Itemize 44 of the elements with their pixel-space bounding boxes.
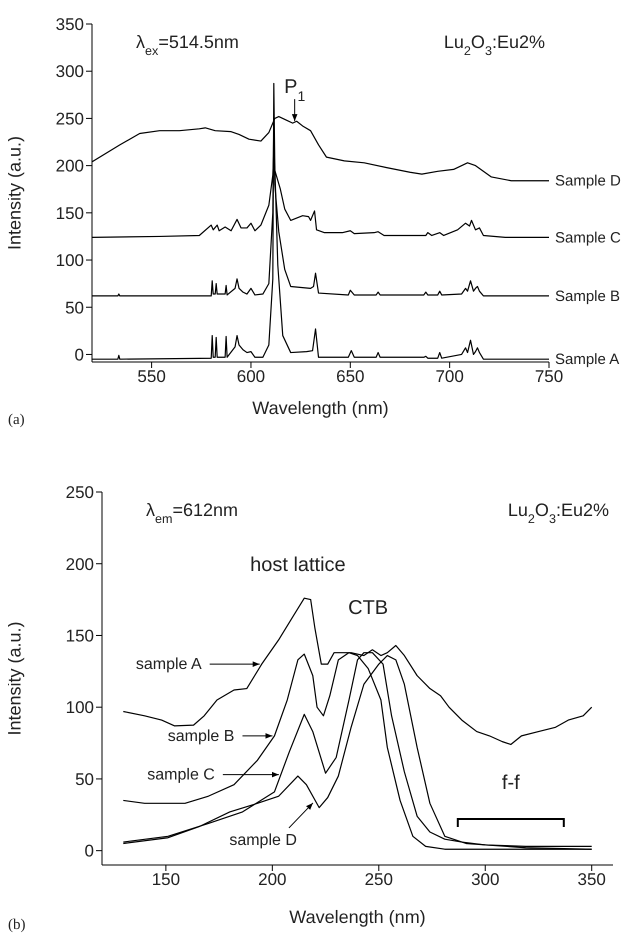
y-tick-label: 50 [75,770,94,789]
y-tick-label: 300 [56,62,84,82]
x-tick-label: 600 [236,367,266,386]
legend-label: sample A [136,656,202,674]
y-tick-label: 250 [56,109,84,128]
annotation: λ$_{em}$=612nm [146,500,238,526]
x-tick-label: 650 [336,367,364,386]
x-tick-label: 350 [578,870,606,890]
x-tick-label: 750 [534,367,564,386]
x-tick-label: 550 [137,367,166,386]
annotation: f-f [502,772,520,794]
x-tick-label: 200 [258,870,287,890]
annotation: Lu$_{2}$O$_{3}$:Eu2% [444,32,545,58]
text: (a) [8,412,25,428]
x-axis-title: Wavelength (nm) [289,907,426,927]
x-tick-label: 150 [152,870,180,890]
series-label: Sample A [555,351,620,368]
annotation: CTB [348,596,388,619]
x-axis-title: Wavelength (nm) [252,398,389,418]
annotation: host lattice [250,554,346,576]
legend-label: sample B [168,728,234,745]
y-tick-label: 200 [56,156,84,176]
legend-label: sample C [147,766,215,784]
y-tick-label: 250 [66,483,94,502]
y-tick-label: 150 [66,626,94,646]
series-label: Sample C [555,229,622,246]
y-tick-label: 100 [66,698,94,718]
y-tick-label: 100 [56,251,84,270]
text: (b) [8,917,26,933]
annotation: P$_{1}$ [284,76,306,104]
series-label: Sample D [555,172,622,190]
y-tick-label: 350 [56,15,84,34]
annotation: λ$_{ex}$=514.5nm [136,32,239,58]
x-tick-label: 300 [471,870,500,890]
series-label: sample D [229,832,297,849]
x-tick-label: 250 [364,870,393,890]
series-label: Sample B [555,288,620,305]
y-tick-label: 50 [65,298,84,318]
y-tick-label: 150 [56,204,84,223]
annotation: Lu$_{2}$O$_{3}$:Eu2% [508,500,609,526]
y-tick-label: 0 [84,842,94,861]
x-tick-label: 700 [435,367,464,386]
y-tick-label: 200 [66,554,94,574]
y-tick-label: 0 [74,345,84,364]
